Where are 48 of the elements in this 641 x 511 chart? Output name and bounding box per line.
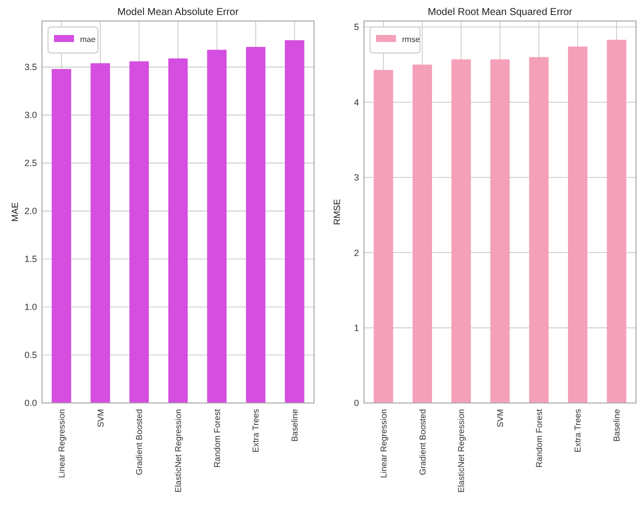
x-tick-label: ElasticNet Regression [173,408,183,493]
y-tick-label: 4 [354,97,359,108]
x-tick-label: SVM [95,409,106,428]
bar [129,61,149,403]
x-tick-label: Random Forest [212,408,222,468]
bar [529,57,549,403]
y-tick-label: 2.0 [24,206,37,216]
y-tick-label: 2 [354,248,359,258]
y-tick-label: 3 [354,172,359,183]
x-tick-label: Extra Trees [572,409,583,452]
bar [168,58,188,403]
y-tick-label: 0 [354,398,359,408]
x-tick-label: ElasticNet Regression [456,408,466,493]
y-axis-title: MAE [10,202,20,222]
y-tick-label: 2.5 [24,158,37,168]
bar [412,64,432,403]
x-tick-label: Baseline [612,408,622,442]
x-tick-label: SVM [495,409,505,428]
chart-title: Model Root Mean Squared Error [428,7,573,18]
y-tick-label: 1.0 [24,302,37,312]
x-tick-label: Linear Regression [56,408,66,478]
x-tick-label: Gradient Boosted [417,408,428,476]
bar [606,40,626,403]
y-tick-label: 3.0 [24,110,37,120]
x-tick-label: Gradient Boosted [134,408,144,476]
y-tick-label: 1.5 [24,254,37,264]
bar [374,70,394,403]
y-tick-label: 1 [354,322,359,333]
bar [52,68,72,403]
legend-label: mae [80,35,96,44]
chart-title: Model Mean Absolute Error [117,7,240,18]
y-tick-label: 0.0 [24,398,37,408]
x-tick-label: Random Forest [534,408,544,468]
x-tick-label: Extra Trees [250,409,261,452]
bar [207,50,227,403]
bar [451,59,471,403]
x-tick-label: Baseline [290,408,300,442]
x-tick-label: Linear Regression [378,408,388,478]
y-axis-title: RMSE [332,198,342,226]
y-tick-label: 5 [354,22,359,32]
bar [246,46,266,403]
bar [90,63,110,403]
y-tick-label: 3.5 [24,62,37,72]
bar [568,46,588,403]
bar [284,40,304,403]
legend-label: rmse [402,35,420,44]
bar [490,59,510,403]
y-tick-label: 0.5 [24,350,37,360]
